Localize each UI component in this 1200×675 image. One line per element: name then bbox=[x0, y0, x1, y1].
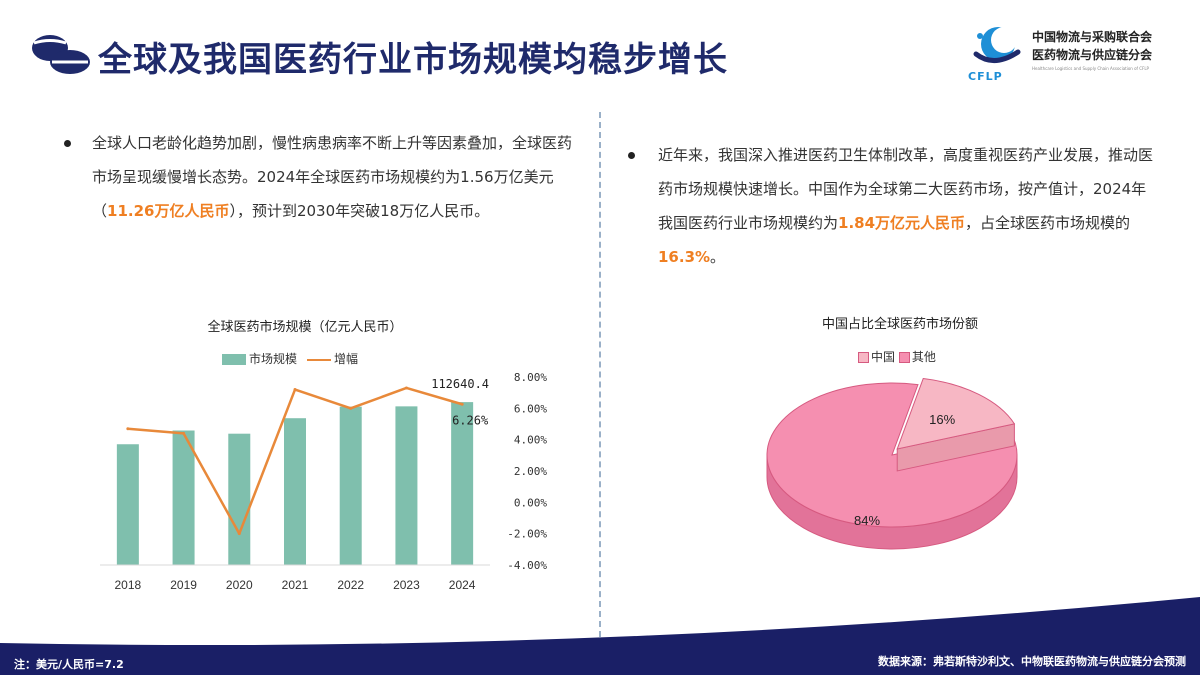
pie-chart-title: 中国占比全球医药市场份额 bbox=[821, 317, 978, 332]
legend-label-other: 其他 bbox=[911, 350, 936, 364]
growth-point-2018 bbox=[126, 427, 130, 431]
y-right-tick-label: -4.00% bbox=[507, 559, 547, 572]
x-tick-label: 2023 bbox=[393, 578, 420, 592]
bar-data-label: 112640.4 bbox=[431, 377, 489, 391]
growth-point-2020 bbox=[237, 532, 241, 536]
legend-label-bar: 市场规模 bbox=[249, 352, 298, 366]
pill-icon bbox=[32, 35, 90, 74]
currency-note: 注：美元/人民币=7.2 bbox=[14, 658, 124, 671]
data-source: 数据来源：弗若斯特沙利文、中物联医药物流与供应链分会预测 bbox=[878, 655, 1186, 668]
highlight-value: 1.84万亿元人民币 bbox=[838, 214, 966, 232]
y-right-tick-label: 2.00% bbox=[514, 465, 547, 478]
x-tick-label: 2021 bbox=[282, 578, 309, 592]
page-title: 全球及我国医药行业市场规模均稳步增长 bbox=[98, 40, 728, 80]
text-segment: 。 bbox=[710, 248, 726, 266]
y-right-tick-label: 4.00% bbox=[514, 434, 547, 447]
y-right-tick-label: 0.00% bbox=[514, 496, 547, 509]
legend-swatch-china bbox=[858, 352, 869, 363]
y-right-tick-label: -2.00% bbox=[507, 528, 547, 541]
bar-2018 bbox=[116, 444, 139, 565]
x-tick-label: 2020 bbox=[226, 578, 253, 592]
bar-chart-title: 全球医药市场规模（亿元人民币） bbox=[207, 320, 403, 335]
x-tick-label: 2024 bbox=[449, 578, 476, 592]
pie-label-china: 16% bbox=[929, 412, 955, 427]
y-right-tick-label: 6.00% bbox=[514, 402, 547, 415]
org-name-line2: 医药物流与供应链分会 bbox=[1032, 48, 1153, 62]
highlight-value: 11.26万亿人民币 bbox=[107, 202, 230, 220]
pie-slice-china bbox=[896, 377, 1016, 450]
text-segment: 全球人口老龄化趋势加剧，慢性病患病率不断上升等因素叠加，全球医药市场呈现缓慢增长… bbox=[92, 134, 573, 220]
text-segment: 近年来，我国深入推进医药卫生体制改革，高度重视医药产业发展，推动医药市场规模快速… bbox=[658, 146, 1154, 232]
legend-label-line: 增幅 bbox=[334, 352, 359, 366]
section-divider bbox=[599, 112, 601, 637]
bar-2019 bbox=[172, 430, 195, 565]
growth-point-2021 bbox=[293, 388, 297, 392]
y-right-tick-label: 8.00% bbox=[514, 371, 547, 384]
legend-swatch-line bbox=[307, 358, 332, 361]
growth-point-2019 bbox=[182, 431, 186, 435]
logo-text: CFLP bbox=[968, 70, 1003, 83]
bar-2023 bbox=[395, 406, 418, 565]
org-info: 中国物流与采购联合会 医药物流与供应链分会 Healthcare Logisti… bbox=[1032, 28, 1192, 71]
cflp-logo-icon bbox=[973, 27, 1021, 63]
org-name-line1: 中国物流与采购联合会 bbox=[1032, 30, 1153, 44]
footer-band bbox=[0, 597, 1200, 675]
text-segment: ，占全球医药市场规模的 bbox=[965, 214, 1131, 232]
pie-slice-other bbox=[766, 382, 1018, 528]
bar-2021 bbox=[284, 418, 306, 565]
x-tick-label: 2019 bbox=[170, 578, 197, 592]
bar-2020 bbox=[228, 433, 251, 565]
highlight-percent: 16.3% bbox=[658, 248, 711, 266]
market-share-pie: 16% 84% bbox=[766, 377, 1018, 550]
growth-point-2024 bbox=[460, 402, 464, 406]
global-market-paragraph: 全球人口老龄化趋势加剧，慢性病患病率不断上升等因素叠加，全球医药市场呈现缓慢增长… bbox=[92, 126, 582, 228]
bullet-dot bbox=[628, 152, 635, 159]
pie-chart-legend: 中国 其他 bbox=[858, 348, 936, 365]
pie-label-other: 84% bbox=[854, 513, 880, 528]
org-name-english: Healthcare Logistics and Supply Chain As… bbox=[1032, 66, 1149, 71]
growth-point-2022 bbox=[349, 406, 353, 410]
x-tick-label: 2018 bbox=[115, 578, 142, 592]
line-data-label: 6.26% bbox=[452, 413, 489, 427]
china-market-paragraph: 近年来，我国深入推进医药卫生体制改革，高度重视医药产业发展，推动医药市场规模快速… bbox=[658, 138, 1158, 274]
bar-chart-legend: 市场规模 增幅 bbox=[222, 350, 358, 367]
legend-swatch-other bbox=[898, 352, 910, 363]
text-segment: ），预计到2030年突破18万亿人民币。 bbox=[229, 202, 490, 220]
legend-label-china: 中国 bbox=[871, 350, 896, 364]
bar-2022 bbox=[339, 406, 362, 565]
bar-2024 bbox=[451, 402, 474, 565]
growth-point-2023 bbox=[404, 386, 408, 390]
x-tick-label: 2022 bbox=[337, 578, 364, 592]
bullet-dot bbox=[64, 140, 71, 147]
legend-swatch-bar bbox=[222, 354, 246, 365]
market-size-chart: 2018 2019 2020 2021 2022 2023 2024 8.00% 6.00% 4.… bbox=[100, 371, 547, 592]
